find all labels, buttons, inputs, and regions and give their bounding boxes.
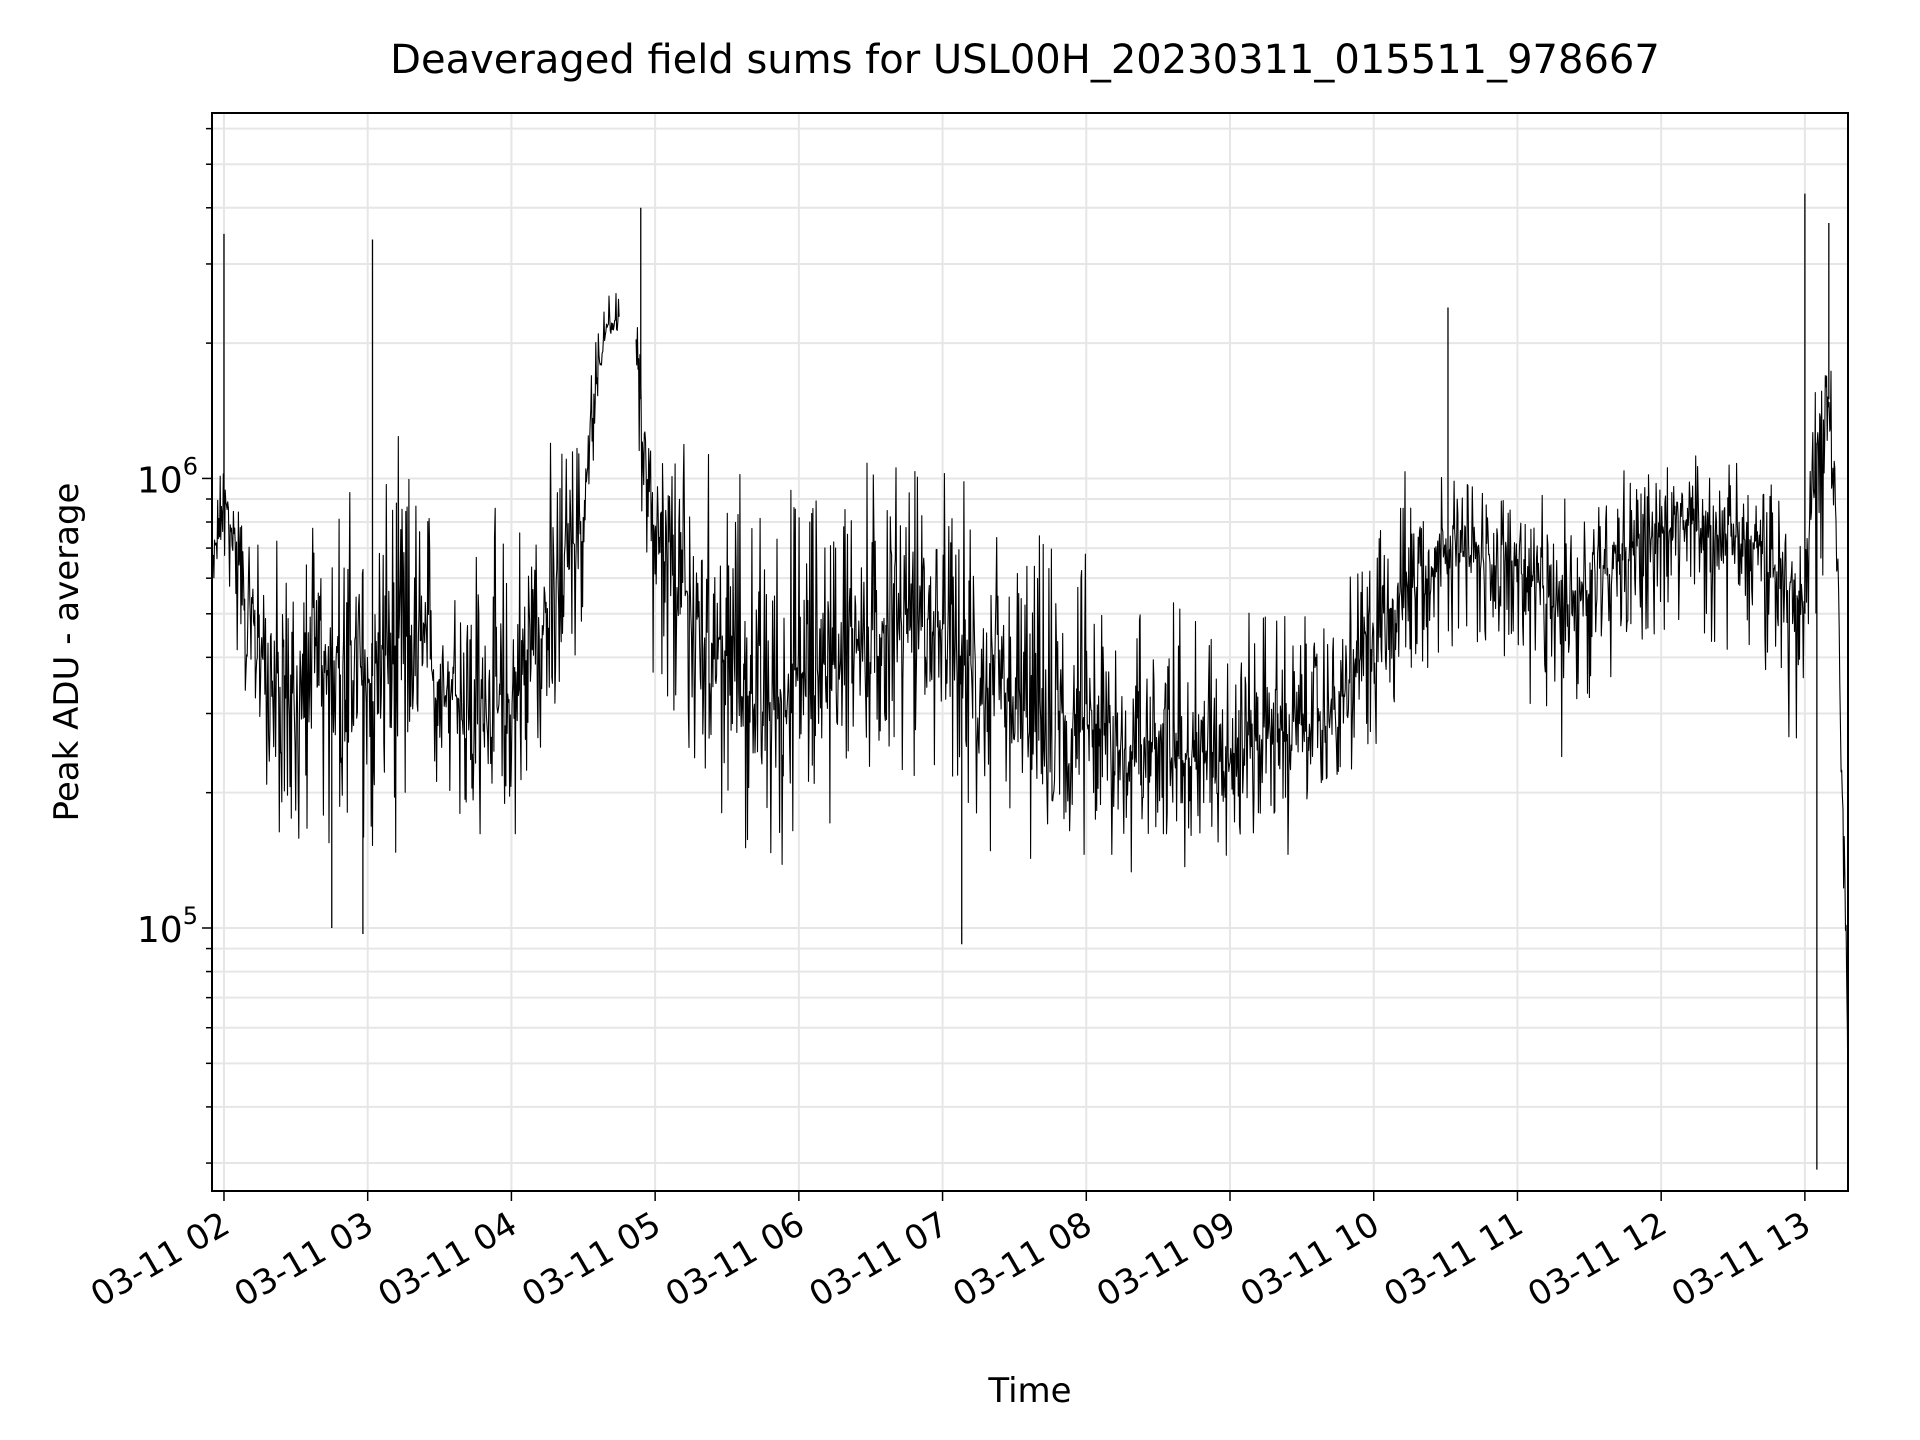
y-axis-label: Peak ADU - average — [47, 483, 87, 822]
chart-title: Deaveraged field sums for USL00H_2023031… — [390, 37, 1660, 83]
y-tick-label: 106 — [137, 452, 198, 501]
axes-frame — [211, 112, 1849, 1192]
x-axis-label: Time — [987, 1371, 1071, 1411]
series-line — [211, 293, 1849, 1108]
y-tick-label: 105 — [137, 902, 198, 951]
y-axis: 105 106 — [137, 127, 212, 1164]
plot-area — [211, 193, 1849, 1170]
